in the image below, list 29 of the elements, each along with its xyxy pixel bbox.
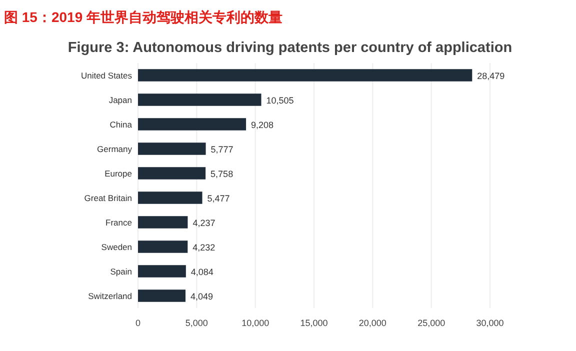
data-label: 4,049 [190,291,214,302]
y-tick-label: Great Britain [84,192,132,203]
data-label: 4,237 [192,218,216,228]
y-tick-label: Japan [108,94,132,105]
data-label: 9,208 [251,120,274,130]
y-tick-label: Switzerland [88,290,132,301]
subtitle: Figure 3: Autonomous driving patents per country of application [68,40,512,56]
y-tick-label: United States [80,70,132,80]
x-tick-label: 25,000 [418,318,446,328]
data-label: 4,232 [192,242,216,252]
y-tick-label: Germany [97,144,133,154]
x-tick-label: 5,000 [185,318,208,328]
title: 图 15：2019 年世界自动驾驶相关专利的数量 [4,9,282,25]
x-tick-label: 15,000 [300,318,328,328]
data-label: 4,084 [190,266,214,277]
x-tick-label: 30,000 [476,318,504,328]
y-tick-label: Europe [104,168,132,178]
y-tick-label: China [110,119,132,130]
y-tick-label: France [106,217,132,228]
data-label: 5,777 [210,144,234,154]
y-tick-label: Spain [110,266,132,276]
data-label: 5,477 [207,193,230,204]
x-tick-label: 20,000 [358,318,386,328]
x-tick-label: 10,000 [242,318,270,328]
data-label: 5,758 [210,168,234,179]
x-tick-label: 0 [135,318,141,328]
data-label: 10,505 [266,95,294,106]
y-tick-label: Sweden [101,242,132,252]
data-label: 28,479 [477,70,505,81]
